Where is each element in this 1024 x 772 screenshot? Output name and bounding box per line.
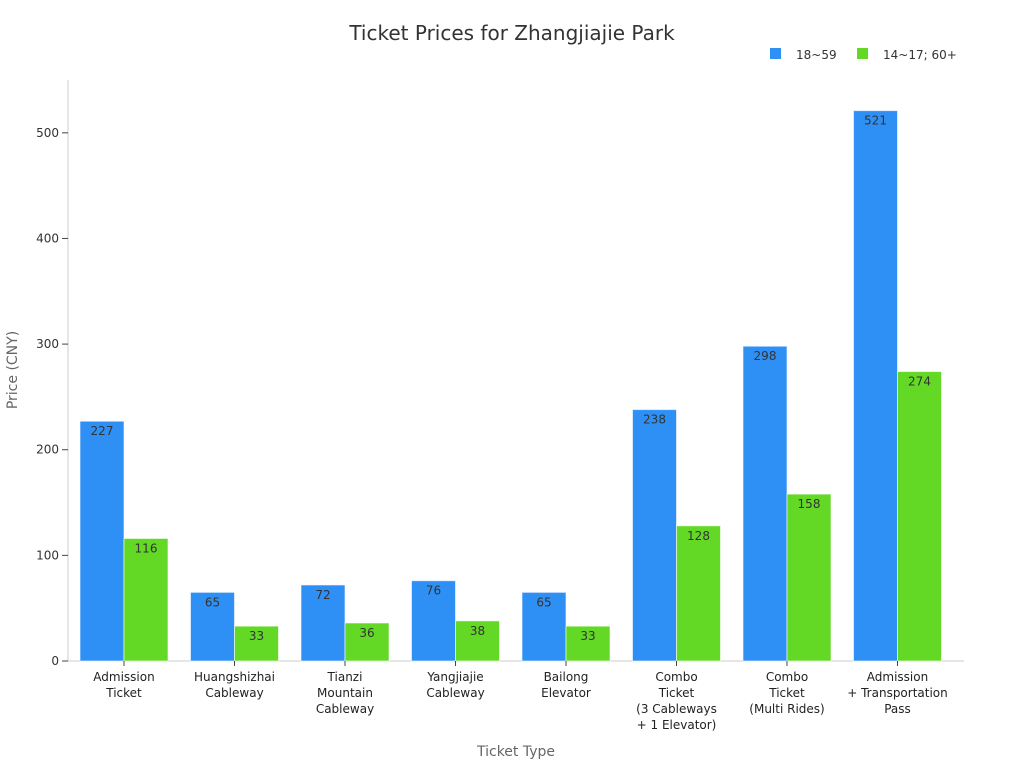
x-category-label: Admission Ticket [93, 670, 154, 700]
x-category-label: Tianzi Mountain Cableway [316, 670, 374, 716]
bar-series-2 [234, 625, 279, 662]
y-tick-label: 200 [36, 443, 59, 457]
bar-series-1 [521, 591, 567, 662]
data-label-series-1: 76 [426, 584, 441, 598]
bars [79, 110, 942, 662]
data-label-series-2: 116 [135, 541, 158, 555]
data-label-series-2: 128 [687, 529, 710, 543]
y-axis-title: Price (CNY) [5, 331, 21, 409]
data-label-series-2: 33 [580, 629, 595, 643]
data-label-series-2: 36 [359, 626, 374, 640]
x-axis-category-labels: Admission Ticket Huangshizhai Cableway Tianz… [93, 661, 948, 732]
bar-series-1 [853, 110, 898, 662]
y-tick-label: 500 [36, 126, 59, 140]
bar-series-2 [565, 625, 611, 662]
chart-title: Ticket Prices for Zhangjiajie Park [348, 21, 675, 45]
y-tick-label: 400 [36, 231, 59, 245]
data-label-series-2: 33 [249, 629, 264, 643]
x-axis-title: Ticket Type [476, 744, 555, 760]
bar-series-1 [742, 345, 788, 662]
data-label-series-2: 274 [908, 375, 931, 389]
x-category-label: Huangshizhai Cableway [194, 670, 275, 700]
bar-series-2 [455, 620, 500, 662]
legend-label-series-2: 14~17; 60+ [883, 48, 957, 62]
data-label-series-1: 72 [315, 588, 330, 602]
legend: 18~59 14~17; 60+ [770, 48, 957, 62]
x-category-label: Bailong Elevator [541, 670, 591, 700]
data-label-series-1: 65 [536, 595, 551, 609]
bar-series-2 [676, 525, 721, 662]
bar-series-2 [897, 371, 942, 662]
y-axis-ticks: 0 100 200 300 400 500 [36, 126, 68, 668]
x-category-label: Admission + Transportation Pass [847, 670, 948, 716]
bar-series-1 [190, 591, 235, 662]
bar-series-2 [344, 622, 390, 662]
data-label-series-2: 158 [798, 497, 821, 511]
x-category-label: Yangjiajie Cableway [426, 670, 484, 700]
bar-series-2 [786, 493, 832, 662]
legend-label-series-1: 18~59 [796, 48, 837, 62]
data-label-series-1: 521 [864, 114, 887, 128]
y-tick-label: 100 [36, 548, 59, 562]
data-label-series-1: 298 [754, 349, 777, 363]
bar-series-1 [632, 409, 677, 662]
x-category-label: Combo Ticket (Multi Rides) [749, 670, 824, 716]
data-label-series-1: 238 [643, 413, 666, 427]
bar-series-1 [300, 584, 346, 662]
bar-series-2 [123, 537, 169, 662]
legend-swatch-series-1 [770, 48, 781, 59]
y-tick-label: 300 [36, 337, 59, 351]
data-labels: 227 116 65 33 72 36 76 38 65 33 238 128 298 158 521 274 [91, 114, 931, 644]
data-label-series-1: 65 [205, 595, 220, 609]
data-label-series-2: 38 [470, 624, 485, 638]
data-label-series-1: 227 [91, 424, 114, 438]
x-category-label: Combo Ticket (3 Cableways + 1 Elevator) [636, 670, 717, 732]
legend-swatch-series-2 [857, 48, 868, 59]
bar-series-1 [79, 420, 125, 662]
y-tick-label: 0 [51, 654, 59, 668]
